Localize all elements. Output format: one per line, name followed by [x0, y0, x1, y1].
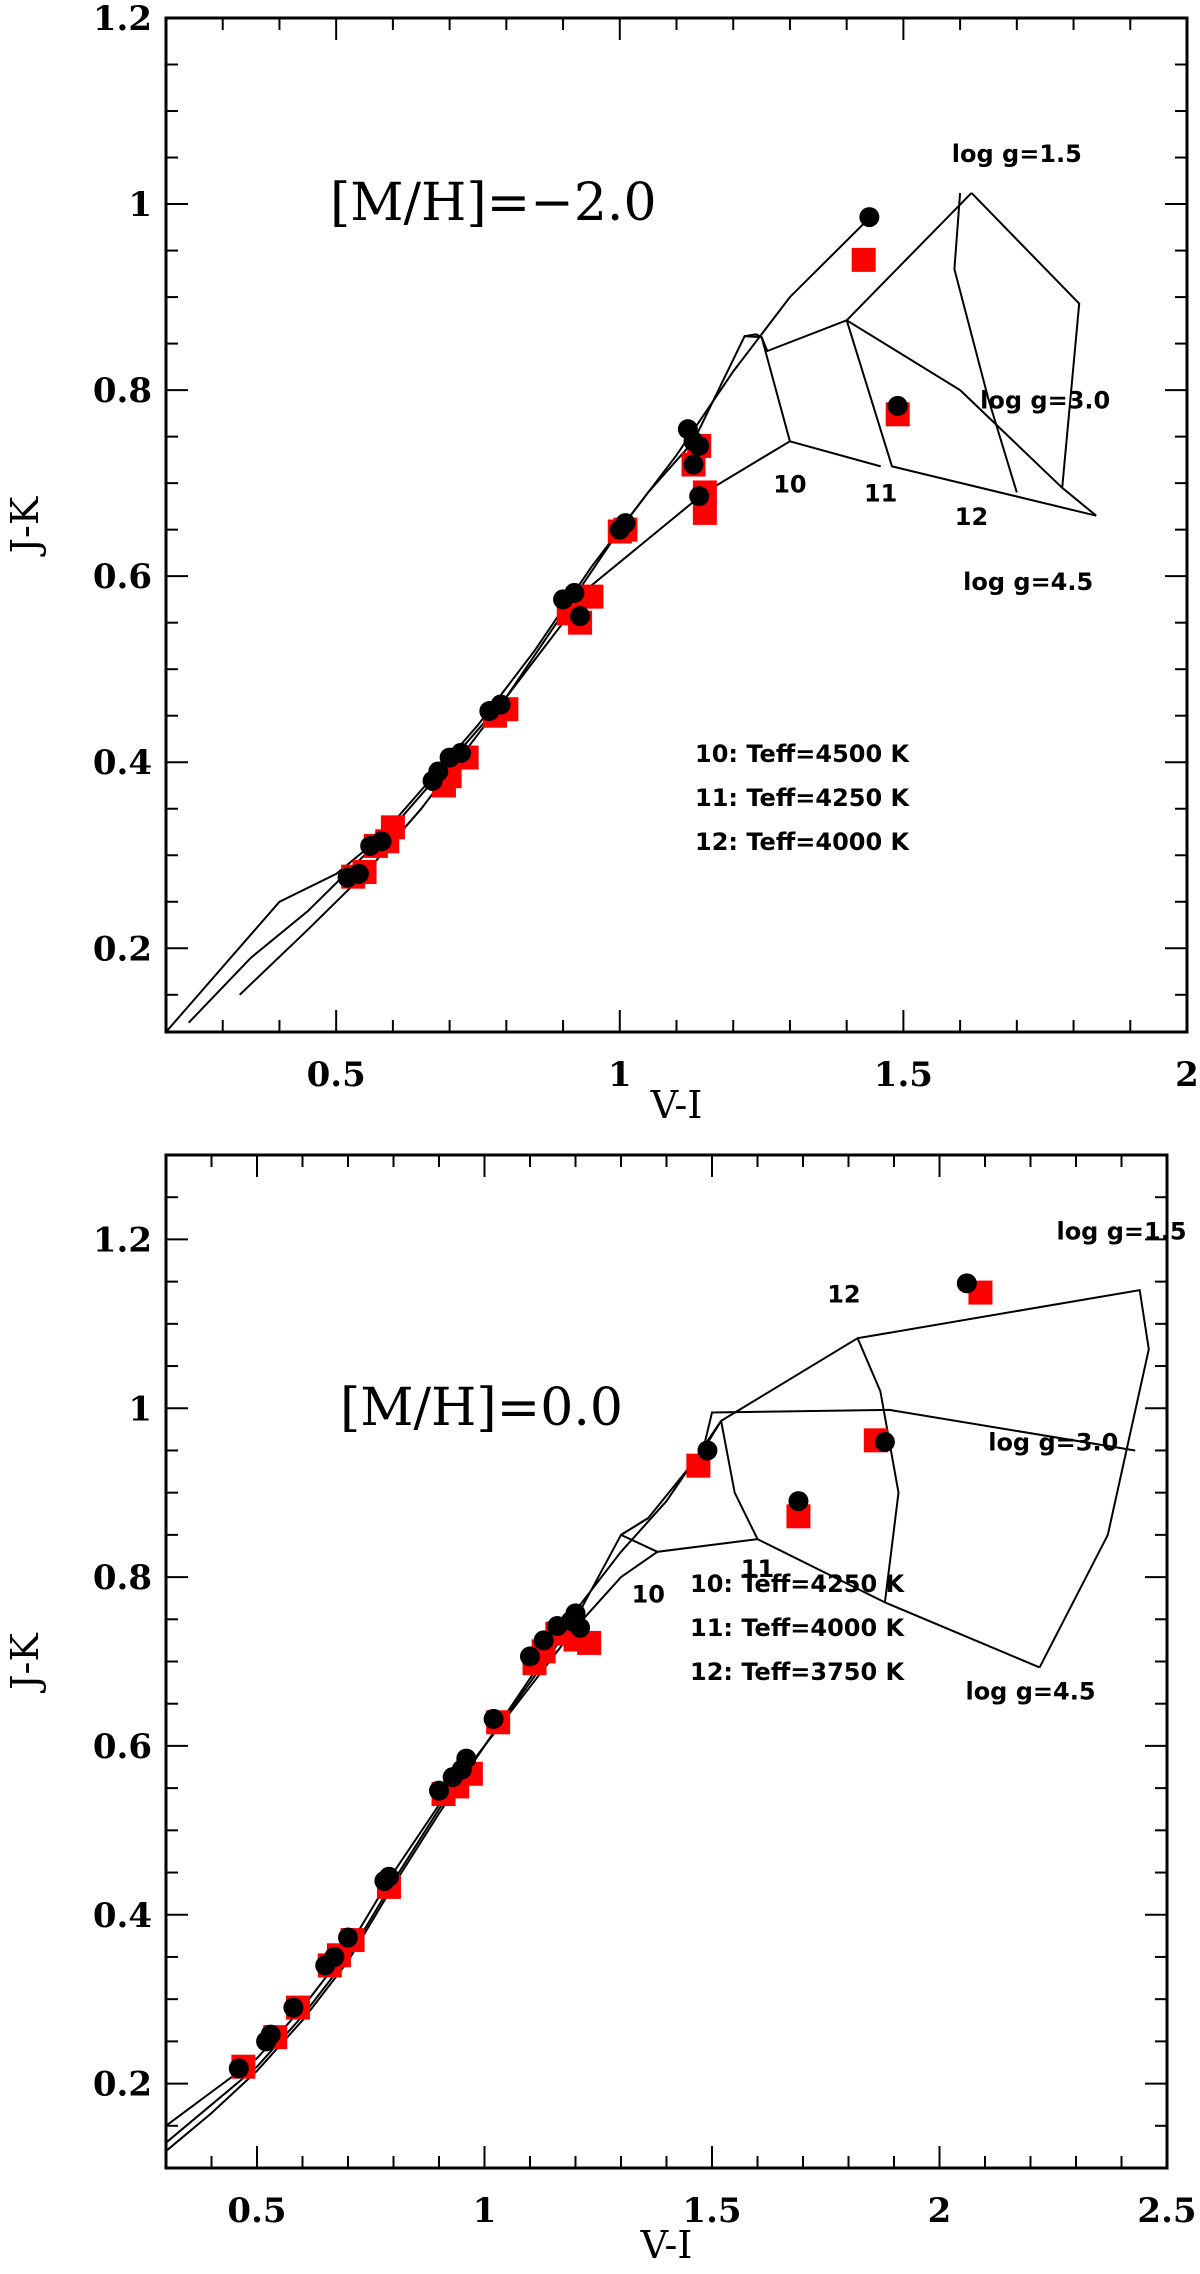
- data-point-circle: [428, 761, 449, 782]
- data-point-circle: [564, 582, 585, 603]
- x-tick-label: 1: [473, 2191, 497, 2231]
- annotation-label: 11: [864, 480, 897, 508]
- plot-frame: [164, 1153, 1169, 2170]
- model-grid-line: [720, 1420, 759, 1540]
- teff-legend-line: 11: Teff=4250 K: [695, 784, 911, 812]
- data-point-circle: [887, 395, 908, 416]
- data-point-circle: [371, 831, 392, 852]
- data-point-circle: [348, 863, 369, 884]
- y-tick-label: 0.8: [93, 371, 152, 411]
- y-tick-label: 0.6: [93, 557, 152, 597]
- model-grid-line: [970, 192, 1097, 517]
- data-point-circle: [615, 513, 636, 534]
- data-point-circle: [338, 1927, 358, 1948]
- data-point-circle: [570, 606, 591, 627]
- plot-frame: [164, 16, 1189, 1034]
- plot-area: [166, 192, 1097, 1032]
- chart-panel-1: 0.5 1 1.5 2 0.2 0.4 0.6 0.8 1 1.2 V-I J-K log g=1.5 l…: [3, 0, 1199, 1127]
- teff-legend-line: 12: Teff=4000 K: [695, 828, 911, 856]
- x-tick-label: 2: [928, 2191, 952, 2231]
- x-tick-label: 2: [1175, 1055, 1199, 1095]
- annotation-label: log g=3.0: [988, 1428, 1118, 1456]
- y-tick-label: 0.4: [93, 743, 152, 783]
- data-point-circle: [689, 435, 710, 456]
- teff-legend-line: 10: Teff=4500 K: [695, 740, 911, 768]
- y-tick-label: 0.2: [93, 929, 152, 969]
- data-point-circle: [378, 1866, 399, 1887]
- data-point-circle: [456, 1748, 477, 1769]
- y-tick-label: 0.6: [93, 1727, 152, 1767]
- model-grid-line: [620, 1533, 1040, 1669]
- data-point-circle: [450, 742, 471, 763]
- plot-area: [166, 1273, 1150, 2152]
- x-tick-label: 0.5: [227, 2191, 286, 2231]
- data-point-circle: [324, 1946, 345, 1967]
- model-grid-line: [856, 1337, 900, 1603]
- model-grid-line: [701, 1408, 1136, 1452]
- data-point-circle: [533, 1630, 554, 1651]
- y-tick-label: 1: [128, 185, 152, 225]
- x-tick-label: 1: [608, 1055, 632, 1095]
- isochrone-line: [187, 335, 762, 1024]
- x-tick-label: 0.5: [307, 1055, 366, 1095]
- data-point-circle: [520, 1646, 540, 1667]
- y-axis-title: J-K: [3, 1633, 47, 1694]
- data-point-circle: [874, 1432, 895, 1453]
- data-point-circle: [683, 454, 704, 475]
- x-tick-label: 1.5: [874, 1055, 933, 1095]
- y-axis-title: J-K: [3, 496, 47, 557]
- model-grid-line: [846, 319, 1063, 489]
- annotation-label: 12: [955, 503, 988, 531]
- x-axis-title: V-I: [650, 1083, 703, 1127]
- chart-panel-2: 0.5 1 1.5 2 2.5 0.2 0.4 0.6 0.8 1 1.2 V-I J-K log g=1…: [3, 1153, 1197, 2267]
- data-point-circle: [283, 1997, 304, 2018]
- y-tick-label: 0.4: [93, 1896, 152, 1936]
- y-tick-label: 1.2: [93, 0, 152, 39]
- annotation-label: 10: [632, 1580, 665, 1608]
- teff-legend-line: 11: Teff=4000 K: [690, 1614, 906, 1642]
- metallicity-label: [M/H]=0.0: [340, 1378, 623, 1438]
- data-point-circle: [788, 1491, 809, 1512]
- teff-legend-line: 10: Teff=4250 K: [690, 1570, 906, 1598]
- data-point-circle: [689, 486, 710, 507]
- y-tick-label: 1: [128, 1389, 152, 1429]
- x-axis-title: V-I: [640, 2223, 693, 2267]
- x-tick-label: 1.5: [682, 2191, 741, 2231]
- data-point-square: [851, 247, 876, 272]
- model-grid-line: [953, 192, 1018, 493]
- model-grid-line: [620, 1288, 1150, 1668]
- data-point-circle: [260, 2024, 281, 2045]
- model-grid-line: [845, 320, 1097, 517]
- annotation-label: log g=1.5: [952, 140, 1082, 168]
- x-tick-label: 2.5: [1137, 2191, 1196, 2231]
- data-point-circle: [570, 1617, 591, 1638]
- data-point-circle: [490, 694, 511, 715]
- data-point-circle: [429, 1780, 449, 1801]
- annotation-label: 12: [827, 1281, 860, 1309]
- y-tick-label: 1.2: [93, 1220, 152, 1260]
- teff-legend-line: 12: Teff=3750 K: [690, 1658, 906, 1686]
- annotation-label: log g=3.0: [980, 387, 1110, 415]
- data-point-circle: [228, 2058, 249, 2079]
- y-tick-label: 0.8: [93, 1558, 152, 1598]
- data-point-circle: [859, 207, 880, 228]
- data-point-circle: [956, 1273, 977, 1294]
- annotation-label: log g=4.5: [965, 1677, 1095, 1705]
- annotation-label: log g=1.5: [1056, 1217, 1186, 1245]
- metallicity-label: [M/H]=−2.0: [330, 173, 657, 233]
- model-grid-line: [760, 336, 881, 468]
- y-tick-label: 0.2: [93, 2065, 152, 2105]
- data-point-circle: [697, 1440, 718, 1461]
- data-point-circle: [483, 1708, 504, 1729]
- annotation-label: log g=4.5: [963, 568, 1093, 596]
- annotation-label: 11: [741, 1555, 774, 1583]
- annotation-label: 10: [773, 470, 806, 498]
